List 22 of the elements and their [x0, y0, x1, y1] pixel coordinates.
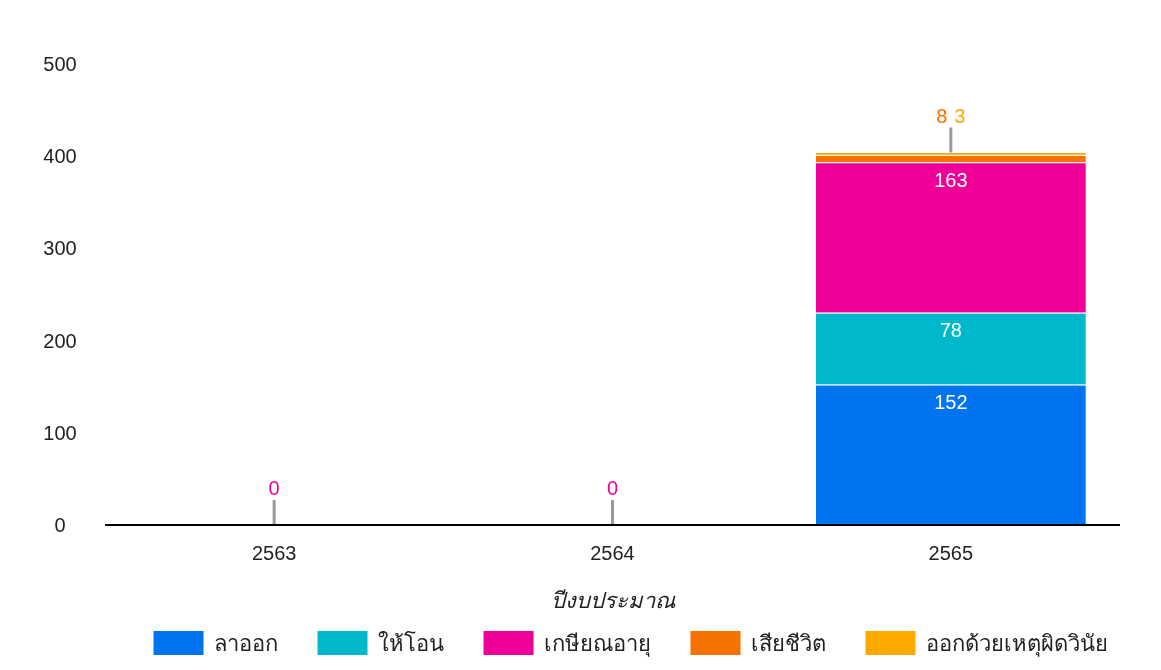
x-tick-label: 2563	[251, 542, 297, 564]
data-label: 8	[936, 104, 948, 127]
legend-label: เสียชีวิต	[750, 631, 826, 656]
data-label: 0	[606, 477, 619, 499]
data-label: 3	[954, 104, 966, 127]
x-tick-label: 2564	[590, 542, 635, 564]
y-tick-label: 0	[54, 514, 66, 536]
y-tick-label: 100	[43, 421, 77, 444]
y-tick-label: 200	[43, 329, 77, 352]
x-tick-label: 2565	[928, 542, 974, 564]
y-tick-label: 300	[43, 237, 77, 260]
data-label: 163	[934, 168, 968, 191]
legend-label: ลาออก	[213, 631, 278, 656]
legend-label: เกษียณอายุ	[543, 631, 651, 657]
legend-label: ให้โอน	[377, 631, 444, 656]
data-label: 78	[939, 318, 962, 341]
legend-label: ออกด้วยเหตุผิดวินัย	[925, 631, 1108, 657]
data-label: 152	[934, 390, 968, 413]
y-tick-label: 500	[43, 53, 77, 75]
y-tick-label: 400	[43, 145, 77, 168]
x-axis-title: ปีงบประมาณ	[550, 588, 676, 613]
data-label: 0	[268, 477, 280, 499]
